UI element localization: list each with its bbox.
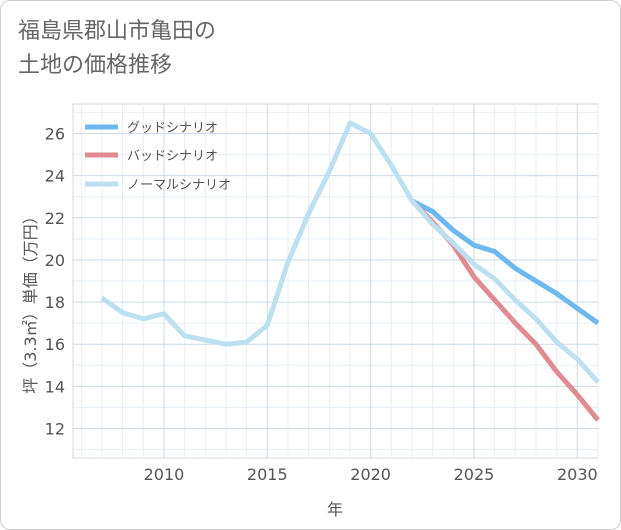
legend-label-bad: バッドシナリオ xyxy=(127,149,218,164)
legend-label-good: グッドシナリオ xyxy=(127,121,218,136)
y-tick-label: 12 xyxy=(45,420,65,439)
x-axis-title: 年 xyxy=(327,500,343,519)
x-tick-label: 2010 xyxy=(144,465,185,484)
chart-title-line-1: 福島県郡山市亀田の xyxy=(18,19,217,44)
x-tick-label: 2025 xyxy=(454,465,495,484)
series-line-0 xyxy=(410,198,600,326)
x-axis-ticks: 2010 2015 2020 2025 2030 xyxy=(144,465,598,484)
series-lines xyxy=(100,120,600,422)
x-tick-label: 2015 xyxy=(247,465,288,484)
legend: グッドシナリオ バッドシナリオ ノーマルシナリオ xyxy=(85,121,231,193)
x-tick-label: 2030 xyxy=(557,465,598,484)
y-tick-label: 14 xyxy=(45,377,65,396)
chart-title: 福島県郡山市亀田の 土地の価格推移 xyxy=(18,15,216,83)
y-tick-label: 24 xyxy=(45,167,65,186)
y-axis-title: 坪（3.3㎡）単価（万円） xyxy=(21,208,40,393)
y-tick-label: 26 xyxy=(45,125,65,144)
y-tick-label: 18 xyxy=(45,293,65,312)
y-tick-label: 16 xyxy=(45,335,65,354)
y-tick-label: 22 xyxy=(45,209,65,228)
y-tick-label: 20 xyxy=(45,251,65,270)
legend-label-normal: ノーマルシナリオ xyxy=(127,178,231,193)
chart-title-line-2: 土地の価格推移 xyxy=(18,53,173,78)
y-axis-ticks: 12 14 16 18 20 22 24 26 xyxy=(45,125,65,439)
series-line-2 xyxy=(100,120,600,384)
x-tick-label: 2020 xyxy=(350,465,391,484)
